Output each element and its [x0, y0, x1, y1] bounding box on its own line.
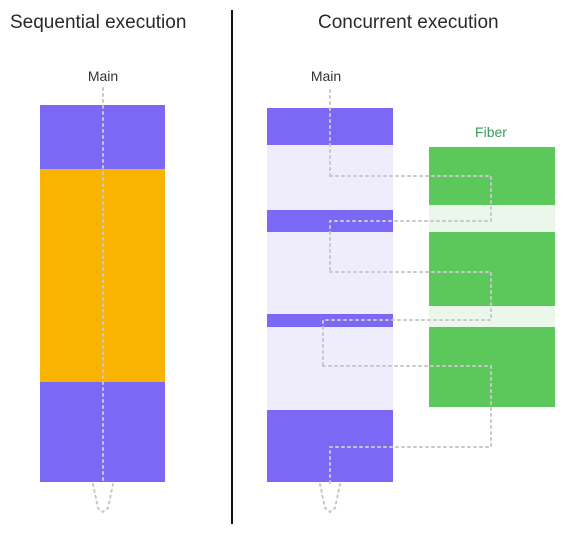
- handoff-path-1: [329, 175, 492, 273]
- main-thread-tail: [92, 483, 114, 514]
- fiber-block-2: [429, 232, 555, 306]
- fiber-lane-label: Fiber: [475, 124, 507, 140]
- main-idle-1: [267, 145, 393, 210]
- main-lane-label-concurrent: Main: [310, 68, 342, 84]
- main-lane-label-sequential: Main: [87, 68, 119, 84]
- handoff-path-3: [322, 365, 492, 485]
- main-idle-3: [267, 327, 393, 410]
- concurrent-title: Concurrent execution: [318, 12, 499, 33]
- main-thread-tail-concurrent: [319, 483, 341, 514]
- sequential-title: Sequential execution: [10, 12, 187, 33]
- main-block-3: [267, 314, 393, 327]
- sequential-column: [40, 87, 165, 514]
- concurrent-thread-paths: [319, 89, 492, 514]
- fiber-idle-1: [429, 205, 555, 232]
- handoff-path-2: [322, 271, 492, 367]
